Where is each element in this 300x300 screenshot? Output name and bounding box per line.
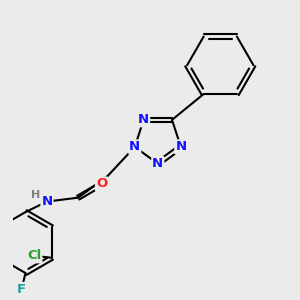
Text: Cl: Cl [27,249,41,262]
Text: H: H [32,190,40,200]
Text: N: N [152,157,164,170]
Text: N: N [138,113,149,126]
Text: N: N [175,140,186,153]
Text: N: N [41,195,52,208]
Text: F: F [17,283,26,296]
Text: O: O [96,178,107,190]
Text: N: N [129,140,140,153]
